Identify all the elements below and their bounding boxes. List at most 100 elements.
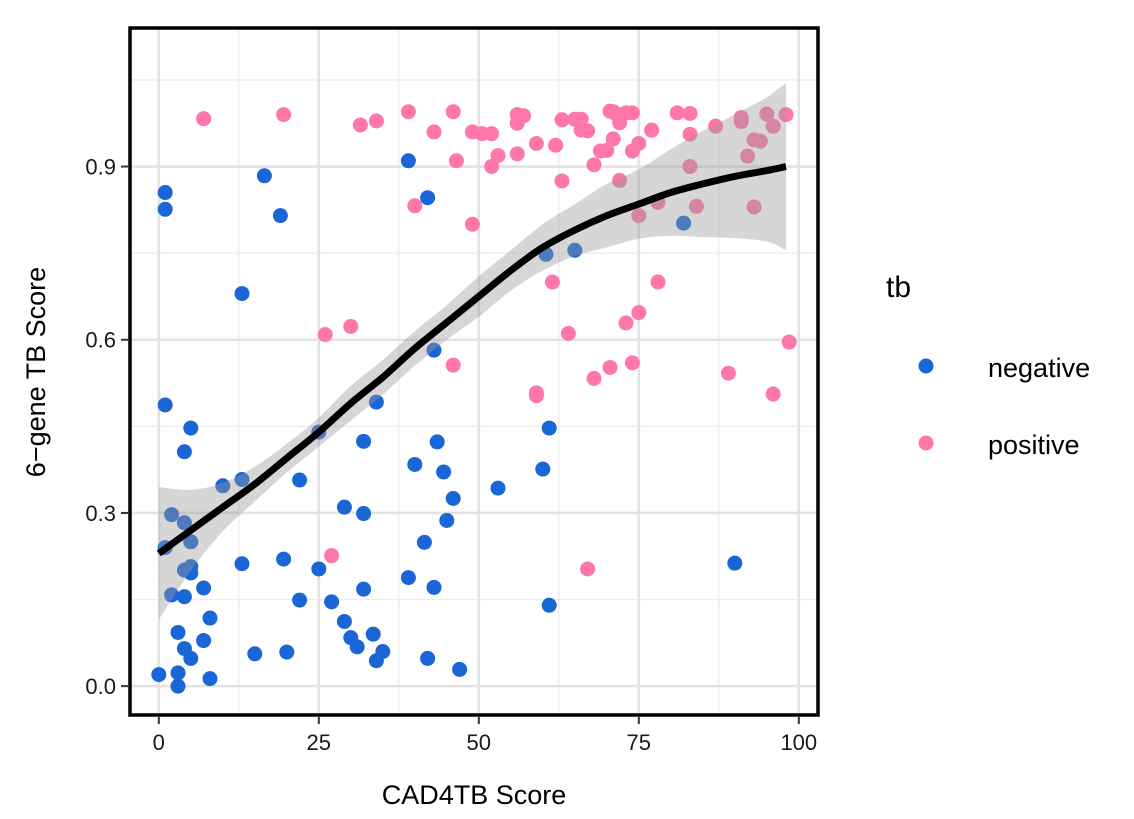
point-positive [509,146,525,162]
point-negative [176,444,192,460]
point-negative [276,551,292,567]
point-positive [484,126,500,142]
point-positive [759,106,775,122]
point-negative [490,480,506,496]
point-negative [292,592,308,608]
point-positive [765,386,781,402]
point-negative [445,491,461,507]
point-positive [554,173,570,189]
point-negative [176,589,192,605]
point-positive [650,274,666,290]
point-positive [352,117,368,133]
smooth-trend-line [156,163,787,557]
point-negative [400,153,416,169]
point-positive [624,105,640,121]
point-negative [170,678,186,694]
point-positive [720,365,736,381]
point-negative [535,461,551,477]
point-negative [356,581,372,597]
point-negative [407,456,423,472]
point-negative [157,397,173,413]
point-positive [602,359,618,375]
confidence-band-area [158,82,787,620]
point-negative [368,394,384,410]
panel-border [128,26,820,717]
point-positive [368,113,384,129]
point-positive [746,199,762,215]
point-positive [631,208,647,224]
point-negative [365,626,381,642]
smooth-line-layer [156,163,787,557]
point-negative [356,433,372,449]
major-gridlines [130,28,818,715]
point-positive [781,334,797,350]
point-negative [202,610,218,626]
point-negative [157,201,173,217]
point-positive [752,133,768,149]
point-negative [157,185,173,201]
point-positive [548,137,564,153]
x-axis-ticks: 0 25 50 75 100 [153,717,817,755]
point-negative [439,512,455,528]
point-positive [605,131,621,147]
point-negative [541,420,557,436]
point-positive [708,118,724,134]
point-positive [544,274,560,290]
point-positive [490,148,506,164]
point-positive [682,105,698,121]
y-axis-title: 6−gene TB Score [21,267,51,477]
point-negative [234,556,250,572]
point-positive [599,142,615,158]
point-negative [164,507,180,523]
point-positive [580,561,596,577]
point-negative [336,613,352,629]
point-negative [279,644,295,660]
data-points [151,103,797,694]
point-positive [196,111,212,127]
y-tick-label: 0.9 [85,155,116,180]
point-positive [516,108,532,124]
point-negative [426,342,442,358]
x-tick-label: 75 [627,730,651,755]
point-positive [612,172,628,188]
point-positive [528,388,544,404]
point-negative [452,661,468,677]
point-negative [234,286,250,302]
point-positive [586,370,602,386]
legend-label-negative: negative [988,353,1090,383]
point-positive [765,118,781,134]
point-positive [733,109,749,125]
point-positive [618,315,634,331]
point-positive [573,111,589,127]
point-positive [580,123,596,139]
point-negative [202,671,218,687]
y-tick-label: 0.0 [85,674,116,699]
point-negative [151,667,167,683]
point-positive [682,126,698,142]
point-negative [247,646,263,662]
point-negative [567,242,583,258]
point-negative [256,168,272,184]
point-negative [420,650,436,666]
y-tick-label: 0.3 [85,501,116,526]
point-positive [324,548,340,564]
point-positive [484,159,500,175]
legend-label-positive: positive [988,430,1080,460]
point-positive [644,122,660,138]
point-negative [234,471,250,487]
point-negative [292,472,308,488]
point-negative [176,515,192,531]
point-positive [276,107,292,123]
point-negative [400,570,416,586]
point-negative [183,565,199,581]
x-tick-label: 0 [153,730,165,755]
legend-key-negative [918,358,934,374]
point-positive [631,135,647,151]
y-axis-ticks: 0.0 0.3 0.6 0.9 [85,155,128,699]
point-negative [183,534,199,550]
point-negative [436,464,452,480]
point-negative [196,633,212,649]
point-positive [445,357,461,373]
point-positive [560,325,576,341]
